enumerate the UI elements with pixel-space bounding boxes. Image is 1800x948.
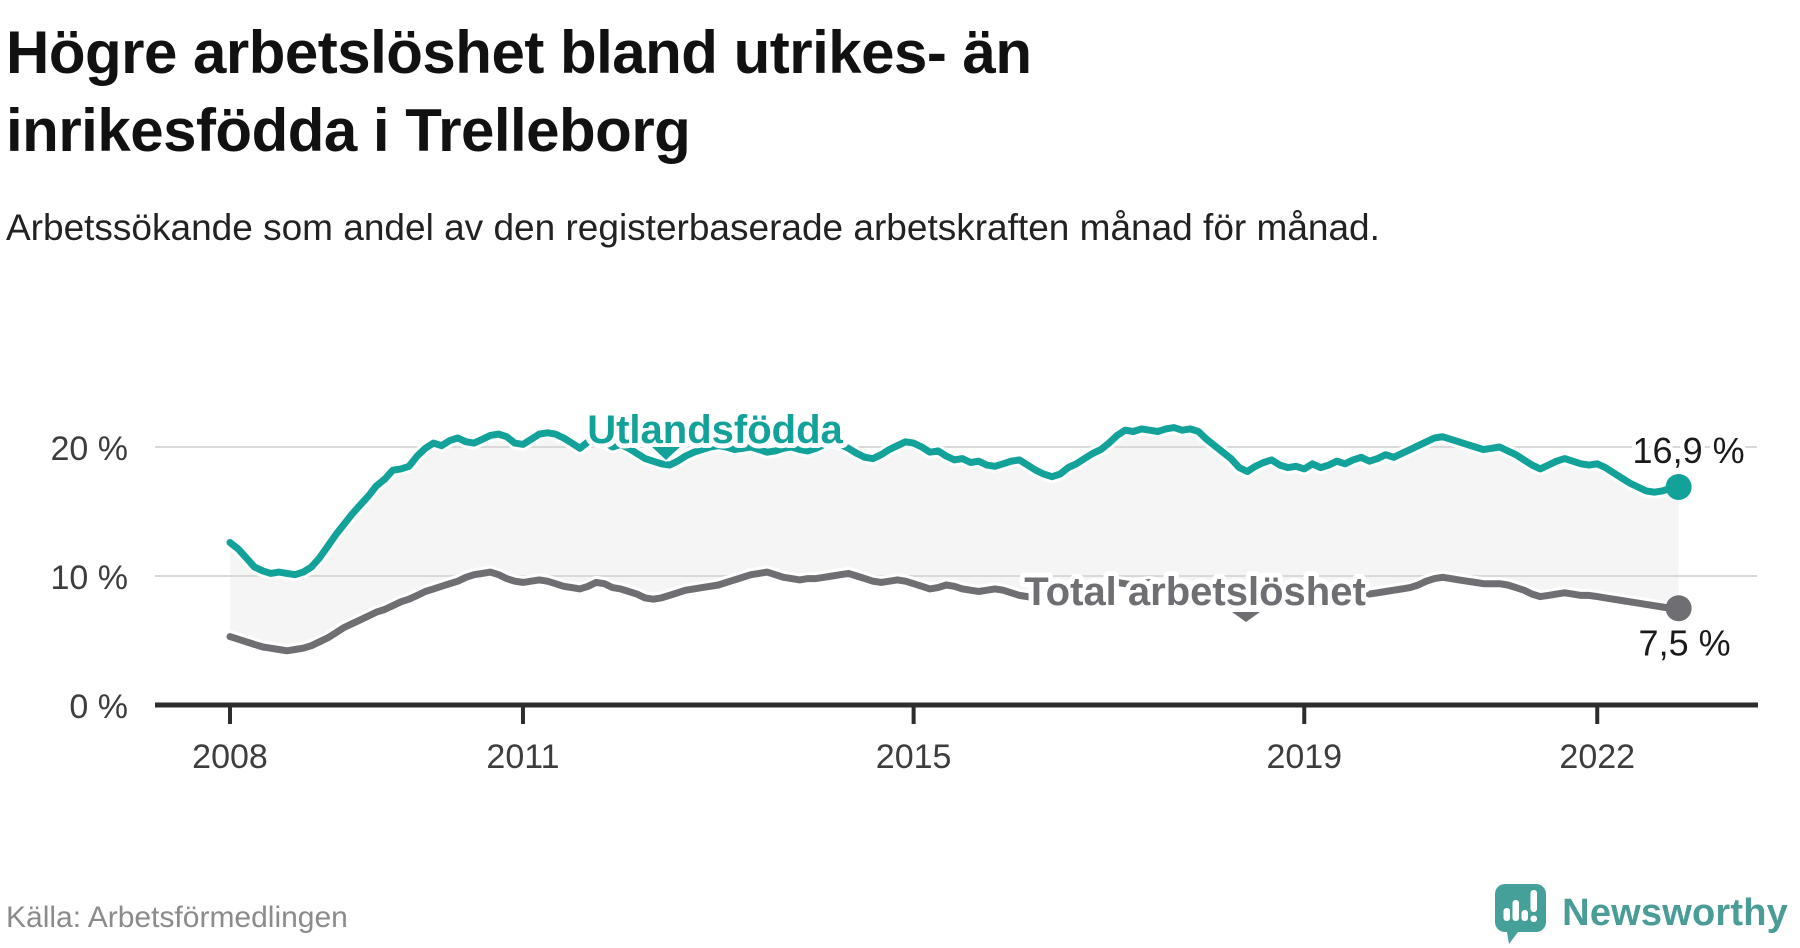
end-dot-utlandsfodda	[1665, 473, 1692, 500]
page-title: Högre arbetslöshet bland utrikes- än inr…	[6, 19, 1032, 164]
series-line-total	[226, 568, 1683, 655]
series-label-pointer-utlandsfodda	[648, 445, 684, 463]
end-dot-total	[1665, 595, 1692, 622]
end-label-total: 7,5 %	[1639, 622, 1731, 663]
newsworthy-logo: Newsworthy	[1492, 882, 1788, 945]
x-axis-label-2011: 2011	[486, 738, 559, 776]
chart-subtitle: Arbetssökande som andel av den registerb…	[6, 207, 1380, 248]
series-label-total: Total arbetslöshet	[1024, 570, 1366, 614]
x-axis-label-2015: 2015	[876, 738, 952, 776]
line-chart: 0 % 10 % 20 % 2008 2011 2015 2019 2022 Utlandsfö…	[51, 403, 1758, 776]
y-axis-label-0pct: 0 %	[69, 688, 128, 726]
x-axis-label-2008: 2008	[192, 738, 268, 776]
source-note: Källa: Arbetsförmedlingen	[6, 901, 348, 934]
newsworthy-logo-icon	[1495, 884, 1547, 944]
y-axis-label-10pct: 10 %	[51, 559, 129, 597]
x-axis-label-2019: 2019	[1266, 738, 1342, 776]
header: Högre arbetslöshet bland utrikes- än inr…	[0, 0, 1800, 256]
series-label-pointer-total	[1227, 610, 1265, 624]
series-label-utlandsfodda: Utlandsfödda	[587, 408, 843, 452]
series-line-utlandsfodda	[226, 424, 1683, 579]
newsworthy-logo-text: Newsworthy	[1562, 892, 1788, 934]
y-axis-label-20pct: 20 %	[51, 430, 129, 468]
end-label-utlandsfodda: 16,9 %	[1633, 430, 1745, 471]
x-axis-label-2022: 2022	[1559, 738, 1635, 776]
